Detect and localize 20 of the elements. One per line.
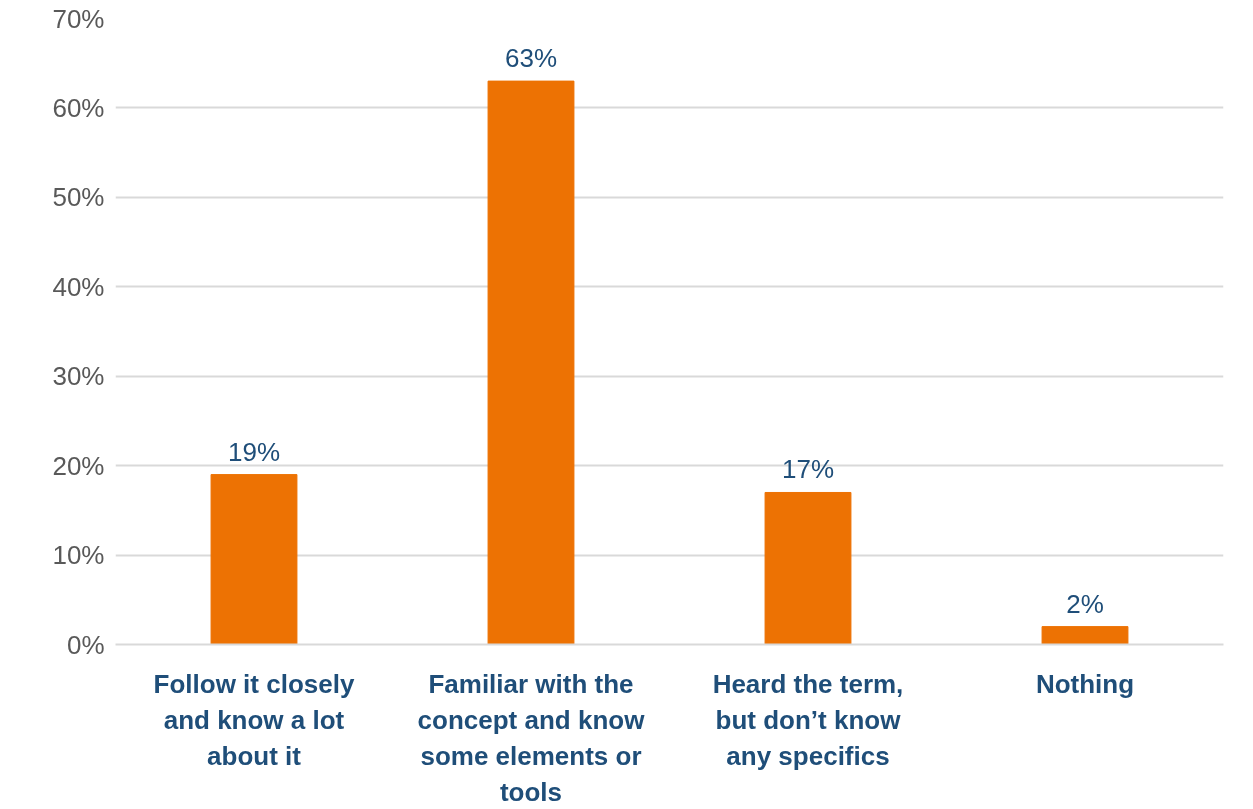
data-label: 17% [781, 454, 835, 485]
data-label: 2% [1066, 588, 1104, 619]
bar [210, 474, 298, 645]
y-tick-label: 70% [52, 3, 105, 34]
y-tick-label: 60% [52, 92, 105, 123]
bar [487, 80, 575, 645]
y-tick-label: 40% [52, 271, 105, 302]
data-label: 63% [504, 43, 558, 74]
bar [764, 491, 852, 645]
bar [1041, 626, 1129, 645]
x-tick-label: Familiar with the concept and know some elements or tools [417, 668, 646, 807]
y-tick-label: 10% [52, 540, 105, 571]
y-tick-label: 20% [52, 450, 105, 481]
x-tick-label: Nothing [1035, 668, 1135, 699]
x-tick-label: Follow it closely and know a lot about it [153, 668, 355, 771]
y-tick-label: 30% [52, 361, 105, 392]
y-tick-label: 50% [52, 182, 105, 213]
y-tick-label: 0% [66, 629, 105, 660]
x-tick-label: Heard the term, but don’t know any specifics [712, 668, 904, 771]
data-label: 19% [227, 436, 281, 467]
